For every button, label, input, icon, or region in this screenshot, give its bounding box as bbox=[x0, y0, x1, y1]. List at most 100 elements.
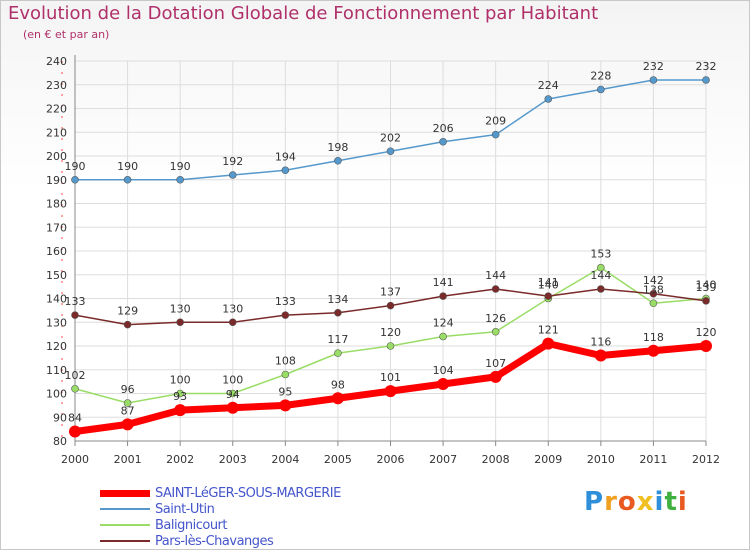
legend-item: Saint-Utin bbox=[100, 501, 341, 517]
data-point bbox=[491, 130, 500, 139]
data-label: 130 bbox=[170, 302, 191, 315]
data-label: 117 bbox=[327, 333, 348, 346]
data-label: 144 bbox=[590, 269, 611, 282]
data-point bbox=[71, 311, 79, 319]
data-label: 192 bbox=[222, 155, 243, 168]
y-tick-label: 180 bbox=[46, 198, 67, 211]
data-label: 232 bbox=[643, 60, 664, 73]
data-label: 120 bbox=[380, 326, 401, 339]
data-label: 126 bbox=[485, 312, 506, 325]
y-tick-label: 200 bbox=[46, 150, 67, 163]
data-label: 94 bbox=[226, 388, 240, 401]
data-point bbox=[386, 342, 395, 350]
data-label: 120 bbox=[696, 326, 717, 339]
legend-label: Pars-lès-Chavanges bbox=[155, 533, 274, 549]
data-label: 144 bbox=[485, 269, 506, 282]
legend-swatch bbox=[100, 489, 150, 497]
data-point bbox=[176, 389, 184, 398]
data-label: 100 bbox=[170, 374, 191, 387]
y-tick-label: 80 bbox=[53, 435, 67, 448]
legend-label: Balignicourt bbox=[155, 517, 228, 533]
data-label: 133 bbox=[65, 295, 86, 308]
data-point bbox=[228, 318, 237, 327]
data-label: 134 bbox=[327, 293, 348, 306]
data-label: 93 bbox=[173, 390, 187, 403]
data-label: 95 bbox=[278, 385, 292, 398]
y-tick-label: 160 bbox=[46, 245, 67, 258]
y-tick-label: 110 bbox=[46, 364, 67, 377]
legend-swatch bbox=[100, 540, 150, 542]
data-point bbox=[386, 147, 395, 156]
data-point bbox=[649, 289, 658, 298]
legend-swatch bbox=[100, 508, 150, 510]
data-point bbox=[281, 370, 290, 379]
legend-label: Saint-Utin bbox=[155, 501, 215, 517]
legend-label: SAINT-LéGER-SOUS-MARGERIE bbox=[155, 485, 341, 501]
data-point bbox=[123, 320, 132, 329]
logo-letter: r bbox=[604, 487, 618, 517]
data-label: 228 bbox=[590, 70, 611, 83]
data-label: 140 bbox=[538, 279, 559, 292]
chart-subtitle: (en € et par an) bbox=[23, 28, 110, 41]
data-point bbox=[386, 301, 395, 310]
data-point bbox=[69, 425, 81, 438]
x-tick-label: 2003 bbox=[219, 453, 247, 466]
x-tick-label: 2010 bbox=[587, 453, 615, 466]
data-label: 198 bbox=[327, 141, 348, 154]
logo-letter: o bbox=[617, 487, 637, 517]
data-label: 118 bbox=[643, 331, 664, 344]
data-point bbox=[544, 292, 553, 300]
data-label: 190 bbox=[117, 160, 138, 173]
data-point bbox=[491, 327, 500, 336]
data-label: 96 bbox=[121, 383, 135, 396]
x-tick-label: 2008 bbox=[482, 453, 510, 466]
y-tick-label: 150 bbox=[46, 269, 67, 282]
logo-letter: i bbox=[654, 487, 665, 517]
data-point bbox=[597, 263, 605, 272]
data-point bbox=[123, 175, 132, 184]
x-tick-label: 2005 bbox=[324, 453, 352, 466]
legend-item: Balignicourt bbox=[100, 517, 341, 533]
chart-title: Evolution de la Dotation Globale de Fonc… bbox=[8, 3, 599, 24]
data-label: 129 bbox=[117, 305, 138, 318]
logo-letter: x bbox=[636, 487, 655, 517]
data-label: 206 bbox=[433, 122, 454, 135]
data-label: 142 bbox=[643, 274, 664, 287]
data-point bbox=[544, 95, 553, 103]
data-point bbox=[594, 349, 607, 362]
data-point bbox=[226, 401, 239, 414]
data-point bbox=[279, 399, 292, 412]
data-label: 100 bbox=[222, 374, 243, 387]
axes bbox=[61, 55, 707, 446]
data-point bbox=[228, 389, 237, 398]
data-label: 190 bbox=[170, 160, 191, 173]
legend: SAINT-LéGER-SOUS-MARGERIE Saint-Utin Balig… bbox=[100, 485, 341, 549]
data-point bbox=[649, 76, 658, 84]
y-tick-label: 220 bbox=[46, 103, 67, 116]
data-label: 232 bbox=[696, 60, 717, 73]
y-tick-label: 130 bbox=[46, 316, 67, 329]
data-label: 116 bbox=[590, 336, 611, 349]
x-tick-label: 2002 bbox=[166, 453, 194, 466]
data-label: 98 bbox=[331, 378, 345, 391]
data-point bbox=[334, 156, 342, 165]
data-point bbox=[334, 308, 342, 317]
y-tick-label: 240 bbox=[46, 55, 67, 68]
y-tick-label: 190 bbox=[46, 174, 67, 187]
data-point bbox=[281, 166, 290, 175]
logo-letter: P bbox=[584, 487, 605, 517]
data-label: 133 bbox=[275, 295, 296, 308]
data-label: 84 bbox=[68, 412, 82, 425]
legend-item: SAINT-LéGER-SOUS-MARGERIE bbox=[100, 485, 341, 501]
data-point bbox=[228, 171, 237, 179]
data-point bbox=[491, 285, 500, 293]
logo-letter: i bbox=[677, 487, 688, 517]
data-point bbox=[71, 384, 79, 393]
data-point bbox=[176, 175, 184, 184]
data-point bbox=[176, 318, 184, 327]
data-point bbox=[702, 76, 710, 84]
data-labels: 190 190 190 192 194 198 202 206 209 224 228 232 232 1… bbox=[65, 60, 717, 425]
data-label: 101 bbox=[380, 371, 401, 384]
x-tick-label: 2012 bbox=[692, 453, 720, 466]
y-tick-label: 100 bbox=[46, 388, 67, 401]
